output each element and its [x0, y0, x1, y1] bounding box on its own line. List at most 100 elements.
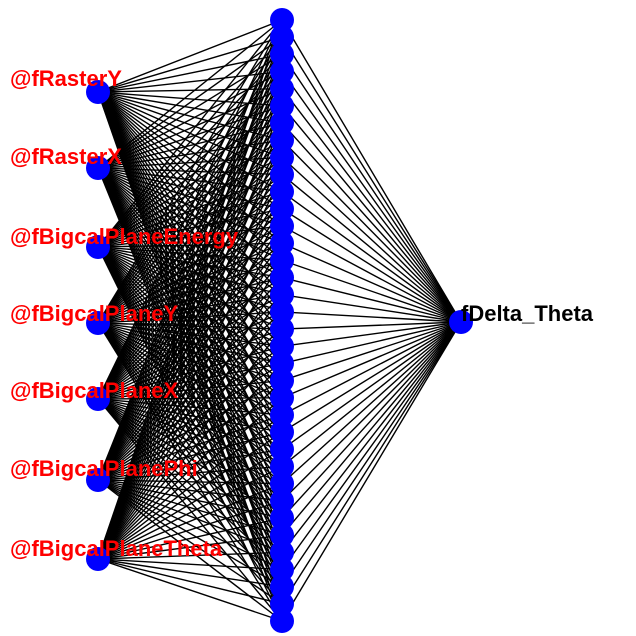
input-hidden-connection	[97, 70, 283, 93]
output-node	[449, 310, 473, 334]
input-hidden-connection	[97, 397, 283, 481]
input-hidden-connection	[97, 558, 283, 588]
hidden-output-connection	[281, 321, 462, 605]
input-hidden-connection	[97, 242, 283, 560]
hidden-output-connection	[281, 174, 462, 323]
input-hidden-connection	[97, 19, 283, 481]
hidden-node	[270, 145, 294, 170]
hidden-output-connection	[281, 321, 462, 468]
input-hidden-connection	[97, 465, 283, 560]
hidden-output-connection	[281, 122, 462, 323]
hidden-node	[270, 76, 294, 101]
input-hidden-connection	[97, 362, 283, 481]
input-hidden-connection	[97, 71, 283, 560]
input-hidden-connection	[97, 246, 283, 313]
input-node	[86, 80, 110, 104]
connection-lines	[97, 19, 462, 622]
hidden-node	[270, 505, 294, 530]
hidden-output-connection	[281, 294, 462, 323]
input-hidden-connection	[97, 71, 283, 248]
hidden-node	[270, 402, 294, 427]
input-hidden-connection	[97, 88, 283, 560]
hidden-output-connection	[281, 321, 462, 553]
hidden-node	[270, 111, 294, 136]
hidden-node	[270, 248, 294, 273]
input-hidden-connection	[97, 139, 283, 169]
input-hidden-connection	[97, 414, 283, 560]
hidden-output-connection	[281, 19, 462, 323]
input-hidden-connection	[97, 19, 283, 169]
input-hidden-connection	[97, 36, 283, 93]
hidden-output-connection	[281, 71, 462, 323]
input-hidden-connection	[97, 558, 283, 622]
input-hidden-connection	[97, 191, 283, 560]
input-hidden-connection	[97, 19, 283, 248]
input-hidden-connection	[97, 88, 283, 248]
input-hidden-connection	[97, 551, 283, 560]
input-hidden-connection	[97, 156, 283, 324]
hidden-output-connection	[281, 321, 462, 330]
hidden-node	[270, 557, 294, 582]
input-hidden-connection	[97, 157, 283, 560]
input-hidden-connection	[97, 397, 283, 560]
input-hidden-connection	[97, 139, 283, 560]
input-hidden-connection	[97, 91, 283, 107]
input-hidden-connection	[97, 53, 283, 169]
input-hidden-connection	[97, 122, 283, 560]
input-hidden-connection	[97, 379, 283, 481]
hidden-output-connection	[281, 208, 462, 323]
hidden-output-connection	[281, 321, 462, 570]
input-hidden-connection	[97, 174, 283, 560]
hidden-output-connection	[281, 225, 462, 323]
hidden-node	[270, 591, 294, 616]
hidden-node	[270, 196, 294, 221]
input-hidden-connection	[97, 19, 283, 324]
input-hidden-connection	[97, 71, 283, 324]
hidden-output-connection	[281, 88, 462, 323]
hidden-output-connection	[281, 321, 462, 588]
hidden-output-connection	[281, 311, 462, 323]
input-hidden-connection	[97, 345, 283, 560]
input-hidden-connection	[97, 139, 283, 248]
hidden-node	[270, 231, 294, 256]
hidden-node	[270, 265, 294, 290]
input-hidden-connection	[97, 87, 283, 93]
hidden-node	[270, 42, 294, 67]
input-node	[86, 311, 110, 335]
hidden-node	[270, 334, 294, 359]
input-hidden-connection	[97, 105, 283, 324]
input-hidden-connection	[97, 36, 283, 169]
input-hidden-connection	[97, 225, 283, 560]
input-hidden-connection	[97, 139, 283, 324]
input-hidden-connection	[97, 36, 283, 324]
hidden-node	[270, 368, 294, 393]
hidden-output-connection	[281, 321, 462, 485]
input-hidden-connection	[97, 19, 283, 93]
hidden-output-connection	[281, 321, 462, 536]
input-hidden-connection	[97, 53, 283, 93]
hidden-node	[270, 437, 294, 462]
input-hidden-connection	[97, 328, 283, 560]
input-hidden-connection	[97, 362, 283, 560]
hidden-output-connection	[281, 321, 462, 519]
input-hidden-connection	[97, 558, 283, 605]
input-hidden-connection	[97, 91, 283, 159]
hidden-node	[270, 128, 294, 153]
output-layer-nodes	[449, 310, 473, 334]
input-hidden-connection	[97, 558, 283, 571]
input-hidden-connection	[97, 53, 283, 324]
input-hidden-connection	[97, 122, 283, 324]
input-node	[86, 468, 110, 492]
hidden-output-connection	[281, 242, 462, 323]
input-hidden-connection	[97, 54, 283, 560]
input-hidden-connection	[97, 105, 283, 169]
input-label-fRasterX: @fRasterX	[10, 144, 122, 169]
input-hidden-connection	[97, 345, 283, 481]
input-hidden-connection	[97, 156, 283, 169]
input-hidden-connection	[97, 500, 283, 560]
hidden-node	[270, 454, 294, 479]
input-hidden-connection	[97, 122, 283, 169]
input-hidden-connection	[97, 19, 283, 560]
hidden-output-connection	[281, 53, 462, 323]
